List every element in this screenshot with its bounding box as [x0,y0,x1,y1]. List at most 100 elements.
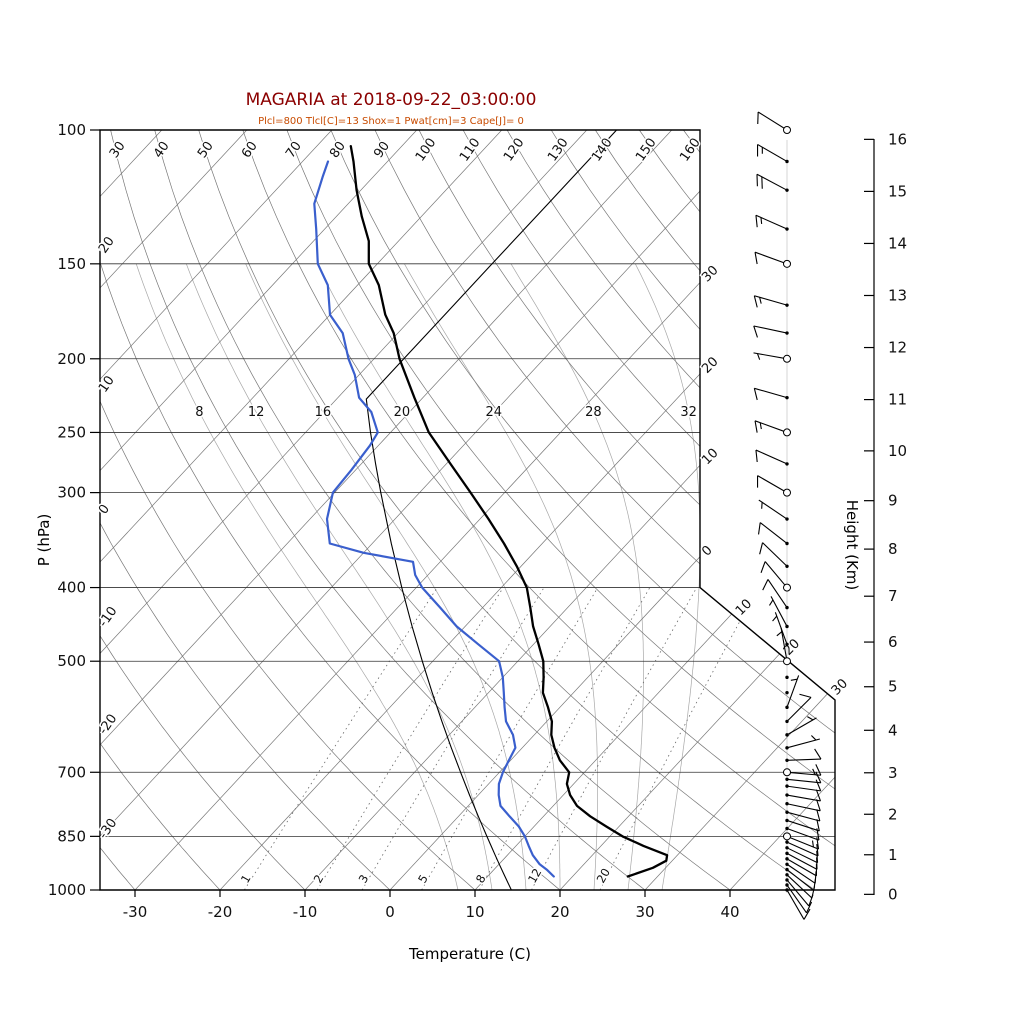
pressure-tick-label: 1000 [48,881,86,899]
pressure-tick-label: 200 [57,350,86,368]
wind-barb [754,251,788,265]
dry-adiabat-label: 90 [371,139,393,161]
wind-barbs [753,111,822,920]
wind-barb [757,522,788,544]
wind-barb [753,325,788,338]
mixing-ratio-label: 20 [594,866,613,886]
dewpoint-curve [313,160,555,878]
mixing-ratio-label: 3 [356,872,372,885]
mixing-ratio-line [479,587,651,890]
wind-barb [762,579,788,608]
wind-barb [757,475,788,494]
wind-barb [786,809,821,822]
temperature-tick-label: 30 [635,903,654,921]
wind-level-marker-dot [785,867,789,872]
wind-barb [786,716,817,736]
moist-adiabat-line [245,263,527,890]
wind-level-marker-dot [785,851,789,856]
dry-adiabat-label: 100 [413,135,440,164]
height-tick-label: 16 [888,130,907,148]
wind-level-marker-dot [785,605,789,610]
moist-adiabat-line [510,263,644,890]
wind-level-marker-open [783,832,791,841]
wind-level-marker-dot [785,705,789,710]
dry-adiabat-line [154,130,753,890]
wind-level-marker-dot [785,331,789,335]
wind-level-marker-dot [785,395,789,400]
wind-level-marker-open [783,126,791,134]
wind-level-marker-dot [785,840,789,844]
height-tick-label: 1 [888,846,898,864]
dry-adiabat-line [639,130,835,890]
dry-adiabat-line [418,130,835,890]
pressure-tick-label: 400 [57,579,86,597]
wind-barb [786,879,814,907]
wind-level-marker-dot [785,846,789,850]
wind-level-marker-open [783,428,791,437]
moist-adiabat-line [634,263,701,890]
moist-adiabat-line [316,263,561,890]
dry-adiabat-label: 20 [96,234,118,256]
mixing-ratio-line [599,587,759,890]
wind-barb [786,771,822,784]
mixing-ratio-line [531,587,698,890]
isotherm-line [474,130,835,890]
wind-level-marker-dot [785,746,789,750]
wind-barb [786,819,820,832]
dry-adiabat-label: 80 [327,139,349,161]
isotherm-line [100,130,588,890]
dry-adiabat-line [506,130,835,890]
isotherm-line [100,130,248,890]
wind-barb [786,675,800,708]
temperature-axis-title: Temperature (C) [409,945,531,963]
pressure-tick-label: 300 [57,484,86,502]
dry-adiabat-label: 120 [501,135,528,164]
height-tick-label: 0 [888,885,898,903]
wind-barb [760,561,788,588]
wind-barb [753,352,788,360]
height-tick-label: 15 [888,182,907,200]
wind-barb [786,799,821,812]
temperature-curve [349,144,669,878]
height-tick-label: 10 [888,442,907,460]
wind-barb [757,143,788,162]
moist-adiabat-line [185,263,493,890]
wind-barb [786,693,812,722]
dry-adiabat-label: 130 [545,136,572,165]
wind-barb [756,173,788,191]
moist-adiabat-label: 20 [394,405,411,420]
wind-barb [755,449,788,465]
height-tick-label: 11 [888,391,907,409]
wind-barb [786,884,813,914]
pressure-tick-label: 100 [57,121,86,139]
pressure-tick-label: 500 [57,652,86,670]
isotherm-label: 20 [699,354,721,376]
wind-barb [786,863,817,884]
wind-level-marker-dot [785,802,789,806]
wind-level-marker-dot [785,642,789,646]
isotherm-line [559,130,835,890]
wind-level-marker-dot [785,878,789,882]
dry-adiabat-line [462,130,835,890]
wind-level-marker-dot [785,690,789,695]
isotherm-line [389,130,835,890]
moist-adiabat-lines [135,263,701,890]
height-tick-label: 6 [888,633,898,651]
wind-level-marker-dot [785,227,789,231]
wind-level-marker-open [783,657,791,666]
wind-level-marker-dot [785,818,789,823]
isotherm-label: 0 [699,543,715,559]
height-tick-label: 9 [888,492,898,510]
wind-barb [757,111,788,131]
mixing-ratio-label: 8 [473,872,489,885]
wind-level-marker-dot [785,758,789,762]
wind-level-marker-dot [785,826,789,831]
standard-atmosphere-line [365,130,618,890]
wind-barb [758,499,788,520]
moist-adiabat-label: 32 [680,405,697,420]
isotherm-label: 10 [699,446,721,468]
mixing-ratio-line [244,587,438,890]
height-tick-label: 13 [888,286,907,304]
